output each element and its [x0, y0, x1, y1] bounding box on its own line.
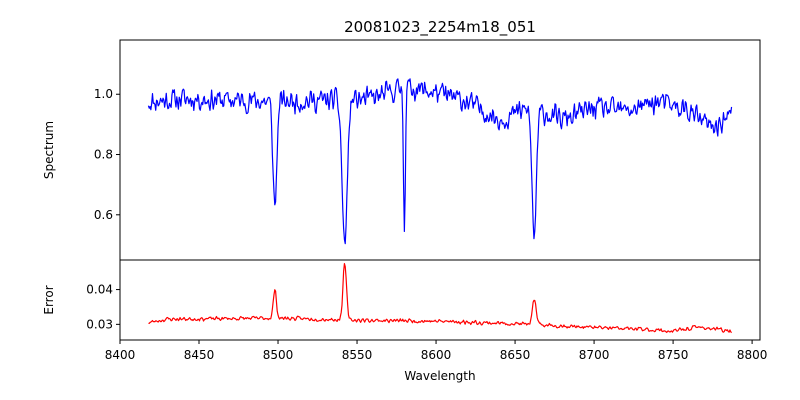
- error-series-line: [148, 262, 733, 334]
- x-axis-label: Wavelength: [404, 369, 475, 383]
- spectrum-plot-area: [120, 40, 760, 260]
- error-panel: 0.03 0.04 Error: [42, 259, 761, 341]
- x-tick-label: 8700: [579, 348, 610, 362]
- error-y-axis-label: Error: [42, 285, 56, 314]
- spectrum-y-ticks: 0.6 0.8 1.0: [94, 87, 120, 222]
- spectrum-y-tick-label: 0.6: [94, 208, 113, 222]
- x-axis-ticks: 8400 8450 8500 8550 8600 8650 8700 8750 8800: [105, 340, 768, 362]
- error-y-tick-label: 0.04: [86, 283, 113, 297]
- error-frame: [119, 259, 761, 341]
- x-tick-label: 8500: [263, 348, 294, 362]
- spectrum-y-axis-label: Spectrum: [42, 121, 56, 179]
- x-tick-label: 8550: [342, 348, 373, 362]
- x-tick-label: 8400: [105, 348, 136, 362]
- chart-title: 20081023_2254m18_051: [344, 18, 536, 37]
- x-tick-label: 8750: [658, 348, 689, 362]
- spectrum-series-line: [147, 78, 733, 245]
- error-plot-area: [120, 260, 760, 340]
- x-tick-label: 8800: [737, 348, 768, 362]
- x-tick-label: 8650: [500, 348, 531, 362]
- spectrum-y-tick-label: 0.8: [94, 148, 113, 162]
- error-y-tick-label: 0.03: [86, 317, 113, 331]
- x-tick-label: 8450: [184, 348, 215, 362]
- x-tick-label: 8600: [421, 348, 452, 362]
- spectrum-panel: 0.6 0.8 1.0 Spectrum: [42, 39, 761, 261]
- error-y-ticks: 0.03 0.04: [86, 283, 120, 331]
- spectrum-y-tick-label: 1.0: [94, 87, 113, 101]
